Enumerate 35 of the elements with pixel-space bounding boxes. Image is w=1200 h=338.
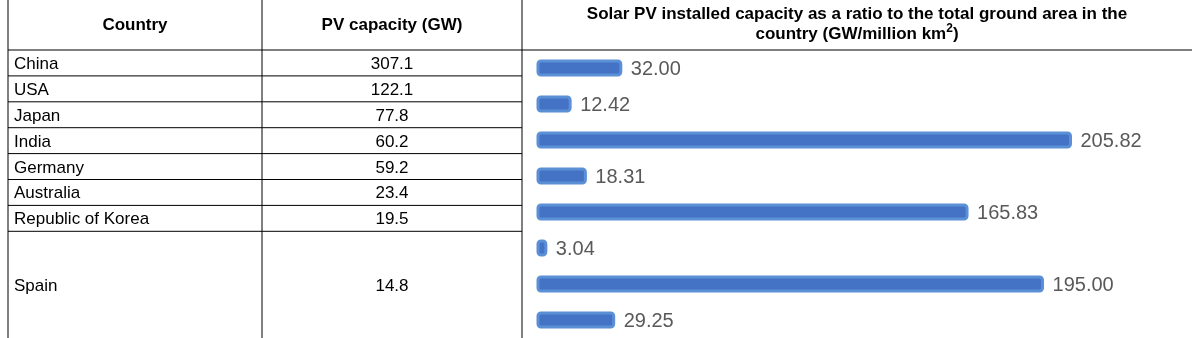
data-label: 19.5 bbox=[375, 209, 409, 229]
category-label: USA bbox=[14, 79, 50, 99]
data-label: 14.8 bbox=[375, 275, 409, 295]
data-label: 205.82 bbox=[1080, 129, 1142, 151]
bar bbox=[536, 131, 1073, 149]
category-label: Germany bbox=[14, 157, 85, 177]
category-label: Australia bbox=[14, 183, 81, 203]
data-label: 59.2 bbox=[375, 157, 409, 177]
bar bbox=[536, 59, 623, 77]
bar bbox=[536, 167, 587, 185]
data-label: 195.00 bbox=[1052, 273, 1114, 295]
data-label: 165.83 bbox=[977, 201, 1039, 223]
category-label: China bbox=[14, 53, 59, 73]
data-label: 3.04 bbox=[555, 237, 595, 259]
data-label: 23.4 bbox=[375, 183, 409, 203]
data-label: 29.25 bbox=[623, 309, 674, 331]
bar bbox=[536, 239, 548, 257]
data-label: 60.2 bbox=[375, 131, 409, 151]
chart-title: Solar PV installed capacity as a ratio to the total ground area in the country (GW/million km$^{2}$) bbox=[586, 4, 1128, 43]
bar bbox=[536, 203, 969, 221]
category-label: India bbox=[14, 131, 52, 151]
data-label: 18.31 bbox=[595, 165, 646, 187]
category-label: Spain bbox=[14, 275, 58, 295]
category-label: Japan bbox=[14, 105, 61, 125]
bar bbox=[536, 95, 572, 113]
data-label: 77.8 bbox=[375, 105, 409, 125]
data-label: 122.1 bbox=[370, 79, 414, 99]
data-label: 32.00 bbox=[630, 57, 681, 79]
bar bbox=[536, 275, 1045, 293]
text: PV capacity (GW) bbox=[321, 15, 463, 34]
bar bbox=[536, 311, 616, 329]
category-label: Republic of Korea bbox=[14, 209, 150, 229]
data-label: 12.42 bbox=[580, 93, 631, 115]
text: Country bbox=[102, 15, 169, 34]
data-label: 307.1 bbox=[370, 53, 414, 73]
